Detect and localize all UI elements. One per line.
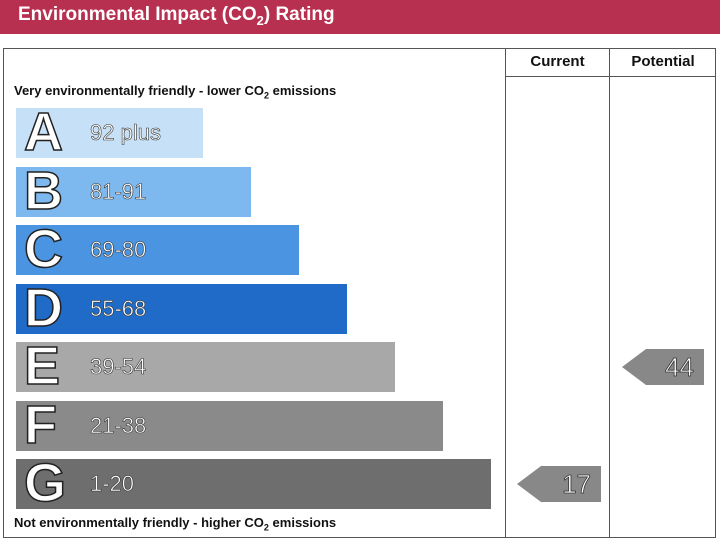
- band-letter-g: G: [23, 452, 67, 514]
- band-range-d: 55-68: [90, 295, 147, 321]
- chart-title: Environmental Impact (CO2) Rating: [18, 4, 335, 28]
- band-d: D 55-68: [16, 277, 347, 338]
- top-note: Very environmentally friendly - lower CO…: [14, 83, 337, 101]
- potential-rating-value: 44: [665, 352, 695, 383]
- band-range-c: 69-80: [90, 237, 147, 263]
- header-bar: Environmental Impact (CO2) Rating: [0, 0, 720, 34]
- band-letter-c: C: [23, 218, 64, 280]
- column-header-current: Current: [530, 53, 585, 70]
- band-letter-b: B: [23, 160, 64, 222]
- band-letter-d: D: [23, 277, 64, 339]
- column-header-potential: Potential: [631, 53, 695, 70]
- band-letter-e: E: [23, 335, 61, 397]
- band-letter-a: A: [23, 101, 64, 163]
- band-range-b: 81-91: [90, 178, 147, 204]
- band-range-e: 39-54: [90, 354, 147, 380]
- band-letter-f: F: [23, 394, 58, 456]
- current-rating-value: 17: [562, 469, 592, 500]
- band-c: C 69-80: [16, 218, 299, 280]
- band-range-f: 21-38: [90, 412, 147, 438]
- band-range-g: 1-20: [90, 471, 135, 497]
- divider-current: [505, 48, 506, 538]
- chart-frame: [3, 48, 716, 538]
- bottom-note: Not environmentally friendly - higher CO…: [14, 515, 337, 533]
- band-b: B 81-91: [16, 160, 251, 221]
- divider-potential: [609, 48, 610, 538]
- band-a: A 92 plus: [16, 101, 203, 163]
- band-range-a: 92 plus: [90, 120, 162, 146]
- column-header-divider: [505, 76, 716, 77]
- band-g: G 1-20: [16, 452, 491, 514]
- band-f: F 21-38: [16, 394, 443, 455]
- band-e: E 39-54: [16, 335, 395, 397]
